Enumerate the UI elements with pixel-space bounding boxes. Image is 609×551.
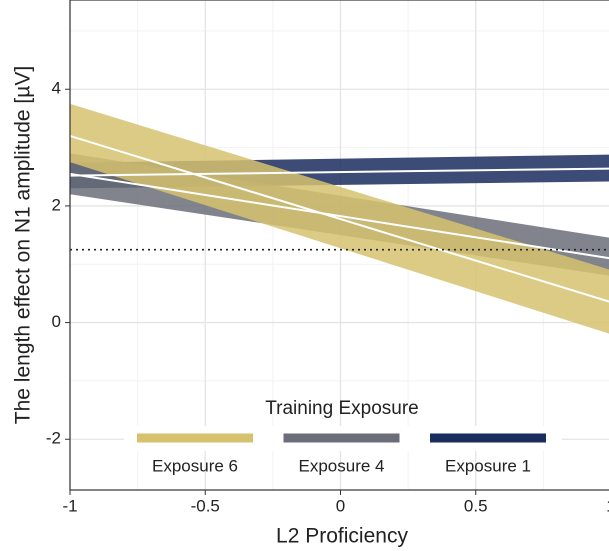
- x-tick-label: -0.5: [191, 496, 220, 515]
- mean-line: [69, 172, 609, 260]
- legend-label: Exposure 4: [299, 456, 385, 475]
- y-tick-label: 2: [52, 195, 61, 214]
- y-axis-label: The length effect on N1 amplitude [µV]: [12, 66, 35, 424]
- y-tick-label: 0: [52, 312, 61, 331]
- y-tick-label: 4: [52, 79, 61, 98]
- y-tick-label: -2: [46, 429, 61, 448]
- x-tick-label: 1: [606, 496, 609, 515]
- x-tick-label: 0.5: [464, 496, 488, 515]
- x-tick-label: -1: [62, 496, 77, 515]
- panel-border: [69, 0, 609, 491]
- x-tick-label: 0: [336, 496, 345, 515]
- mean-line: [69, 134, 609, 303]
- x-axis-label: L2 Proficiency: [276, 525, 408, 548]
- legend-label: Exposure 1: [445, 456, 531, 475]
- legend-label: Exposure 6: [152, 456, 238, 475]
- legend-title: Training Exposure: [265, 398, 418, 419]
- mean-line: [69, 167, 609, 177]
